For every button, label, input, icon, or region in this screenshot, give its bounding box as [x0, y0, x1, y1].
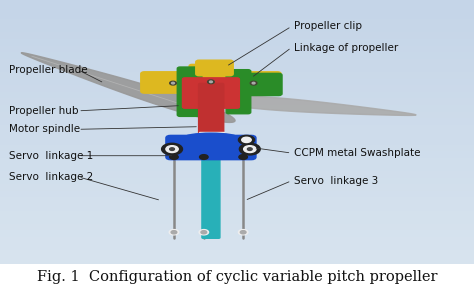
Circle shape — [239, 155, 247, 160]
Bar — [0, 32, 474, 40]
Bar — [0, 230, 474, 238]
Bar — [0, 112, 474, 119]
Bar — [0, 158, 474, 165]
FancyBboxPatch shape — [141, 72, 281, 93]
Bar — [0, 46, 474, 53]
Circle shape — [238, 135, 255, 144]
Circle shape — [170, 148, 174, 151]
Bar — [0, 59, 474, 66]
FancyBboxPatch shape — [226, 70, 251, 114]
Circle shape — [171, 231, 177, 234]
Bar — [199, 133, 224, 138]
Circle shape — [239, 143, 260, 155]
Bar — [0, 217, 474, 224]
Circle shape — [170, 81, 176, 85]
Text: CCPM metal Swashplate: CCPM metal Swashplate — [294, 148, 420, 158]
Text: Motor spindle: Motor spindle — [9, 124, 80, 134]
Text: Fig. 1  Configuration of cyclic variable pitch propeller: Fig. 1 Configuration of cyclic variable … — [37, 270, 437, 284]
Bar — [0, 145, 474, 152]
Ellipse shape — [183, 133, 238, 142]
Circle shape — [238, 230, 248, 235]
Bar — [0, 237, 474, 244]
Bar — [0, 13, 474, 20]
Bar — [0, 118, 474, 125]
FancyBboxPatch shape — [182, 78, 239, 108]
Circle shape — [244, 146, 256, 153]
Bar — [0, 92, 474, 99]
Bar — [0, 66, 474, 72]
Bar — [0, 164, 474, 172]
Bar — [0, 151, 474, 158]
Bar — [0, 52, 474, 59]
Bar — [0, 125, 474, 132]
Polygon shape — [210, 96, 416, 115]
Text: Servo  linkage 3: Servo linkage 3 — [294, 176, 378, 186]
Bar — [0, 204, 474, 211]
Text: Propeller hub: Propeller hub — [9, 106, 78, 116]
Circle shape — [242, 137, 251, 142]
Circle shape — [172, 82, 174, 84]
Bar — [0, 224, 474, 231]
Bar — [0, 244, 474, 251]
Circle shape — [201, 231, 207, 234]
Bar — [0, 39, 474, 46]
FancyBboxPatch shape — [245, 73, 282, 95]
Bar — [0, 211, 474, 218]
Text: Servo  linkage 2: Servo linkage 2 — [9, 172, 93, 182]
Bar — [0, 131, 474, 139]
Bar — [0, 6, 474, 13]
Bar — [0, 191, 474, 198]
Circle shape — [250, 81, 257, 85]
Bar — [0, 138, 474, 145]
Bar — [0, 85, 474, 92]
Bar — [0, 197, 474, 204]
Bar — [0, 19, 474, 26]
Circle shape — [210, 81, 212, 83]
Bar — [0, 26, 474, 33]
Circle shape — [240, 231, 246, 234]
FancyBboxPatch shape — [166, 135, 256, 160]
Bar — [0, 105, 474, 112]
Text: Servo  linkage 1: Servo linkage 1 — [9, 151, 93, 161]
Text: Propeller clip: Propeller clip — [294, 21, 362, 31]
Bar — [0, 250, 474, 257]
Bar — [0, 0, 474, 7]
Circle shape — [199, 230, 209, 235]
Circle shape — [170, 155, 178, 160]
Circle shape — [162, 143, 182, 155]
FancyBboxPatch shape — [177, 67, 202, 116]
Bar — [0, 171, 474, 178]
Bar — [0, 72, 474, 79]
Bar — [0, 184, 474, 191]
Bar — [0, 79, 474, 86]
Text: Linkage of propeller: Linkage of propeller — [294, 43, 398, 52]
Circle shape — [169, 230, 179, 235]
FancyBboxPatch shape — [202, 131, 220, 238]
FancyBboxPatch shape — [196, 60, 233, 76]
Circle shape — [208, 80, 214, 84]
Bar — [0, 177, 474, 185]
FancyBboxPatch shape — [189, 64, 230, 102]
Bar — [0, 257, 474, 264]
Polygon shape — [21, 53, 235, 122]
Circle shape — [252, 82, 255, 84]
FancyBboxPatch shape — [199, 84, 224, 138]
Text: Propeller blade: Propeller blade — [9, 65, 87, 75]
Bar — [0, 98, 474, 106]
Circle shape — [166, 146, 178, 153]
Circle shape — [247, 148, 252, 151]
Circle shape — [200, 155, 208, 160]
